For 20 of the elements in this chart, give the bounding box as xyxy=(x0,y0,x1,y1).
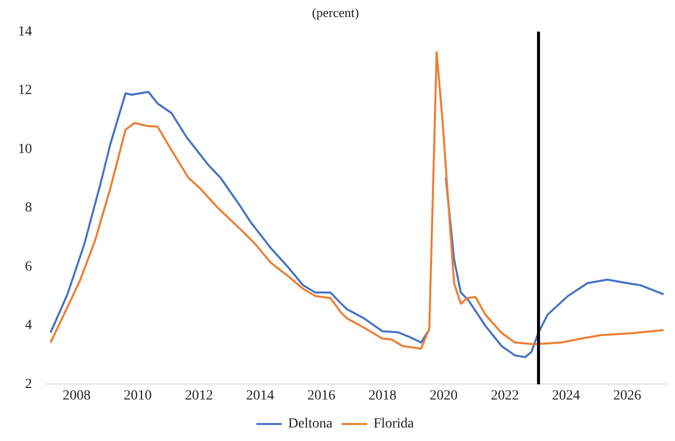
x-tick-label: 2008 xyxy=(62,388,91,404)
y-tick-label: 4 xyxy=(25,318,32,334)
y-tick-label: 8 xyxy=(25,200,32,216)
y-tick-label: 2 xyxy=(25,376,32,392)
x-tick-label: 2012 xyxy=(184,388,213,404)
x-tick-label: 2014 xyxy=(246,388,274,404)
x-tick-label: 2010 xyxy=(124,388,152,404)
y-tick-label: 12 xyxy=(18,83,32,98)
x-tick-label: 2022 xyxy=(490,388,519,404)
x-tick-label: 2020 xyxy=(430,388,458,404)
x-tick-label: 2016 xyxy=(307,388,336,404)
x-tick-label: 2026 xyxy=(613,388,642,404)
y-tick-label: 10 xyxy=(18,142,32,157)
x-tick-label: 2024 xyxy=(552,388,580,404)
y-tick-label: 6 xyxy=(25,259,32,274)
x-tick-label: 2018 xyxy=(368,388,396,404)
legend-label: Deltona xyxy=(288,416,334,432)
chart-title: (percent) xyxy=(312,5,359,20)
y-tick-label: 14 xyxy=(18,24,32,40)
legend-label: Florida xyxy=(373,416,415,432)
